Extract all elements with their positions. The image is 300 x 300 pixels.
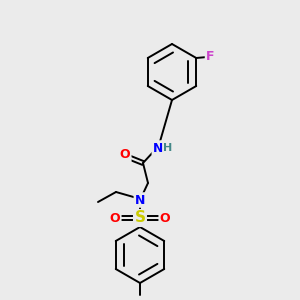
Text: O: O: [160, 212, 170, 224]
Text: S: S: [134, 211, 146, 226]
Text: O: O: [120, 148, 130, 161]
Text: F: F: [206, 50, 214, 64]
Text: O: O: [110, 212, 120, 224]
Text: N: N: [153, 142, 163, 154]
Text: N: N: [135, 194, 145, 206]
Text: H: H: [164, 143, 172, 153]
